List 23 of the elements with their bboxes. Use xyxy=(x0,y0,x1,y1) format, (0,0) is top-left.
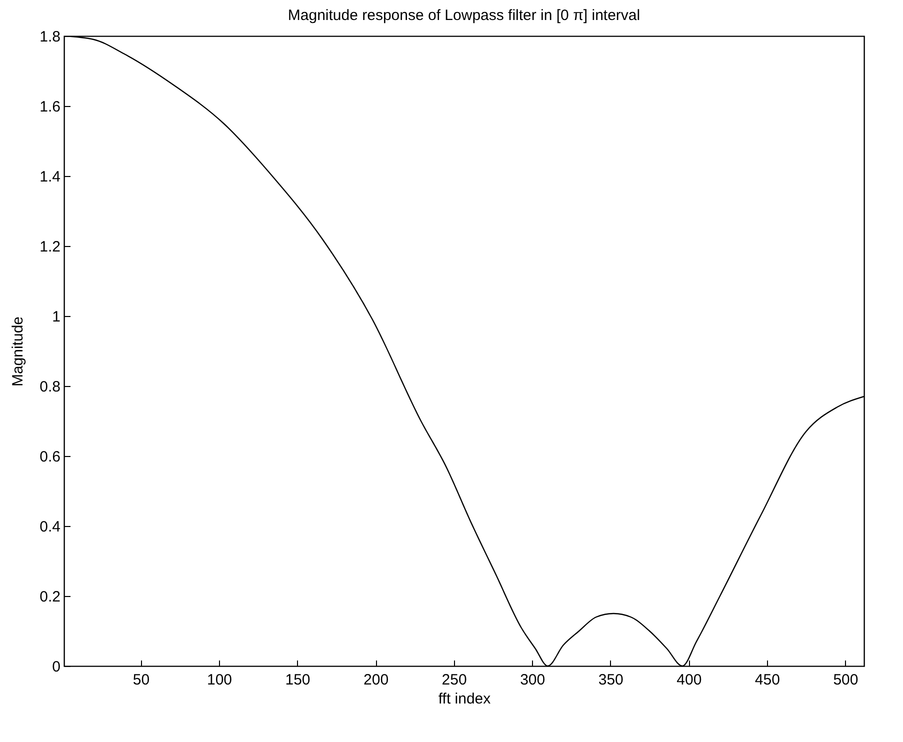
x-tick-label: 400 xyxy=(676,672,702,688)
x-tick-label: 200 xyxy=(364,672,389,688)
y-tick-label: 0.2 xyxy=(40,588,60,606)
x-tick-label: 300 xyxy=(520,672,546,688)
x-tick-label: 350 xyxy=(598,672,624,688)
y-tick-label: 1 xyxy=(52,308,60,326)
x-tick-label: 100 xyxy=(206,672,232,688)
y-tick-label: 0.4 xyxy=(40,518,60,536)
x-tick-label: 500 xyxy=(833,672,858,688)
y-tick-label: 0.6 xyxy=(40,448,60,466)
y-tick-label: 1.2 xyxy=(40,238,60,256)
y-tick-label: 1.8 xyxy=(40,28,60,46)
x-axis-title: fft index xyxy=(438,690,492,708)
y-tick-label: 1.6 xyxy=(40,98,60,116)
chart-title: Magnitude response of Lowpass filter in [0 π] interval xyxy=(288,7,640,24)
y-axis-title: Magnitude xyxy=(10,316,27,387)
y-tick-label: 0 xyxy=(52,658,60,676)
x-tick-label: 450 xyxy=(754,672,780,688)
x-tick-label: 50 xyxy=(132,672,150,688)
y-tick-label: 0.8 xyxy=(40,378,60,396)
x-tick-label: 250 xyxy=(442,672,467,688)
y-tick-label: 1.4 xyxy=(40,168,60,186)
x-tick-label: 150 xyxy=(285,672,310,688)
